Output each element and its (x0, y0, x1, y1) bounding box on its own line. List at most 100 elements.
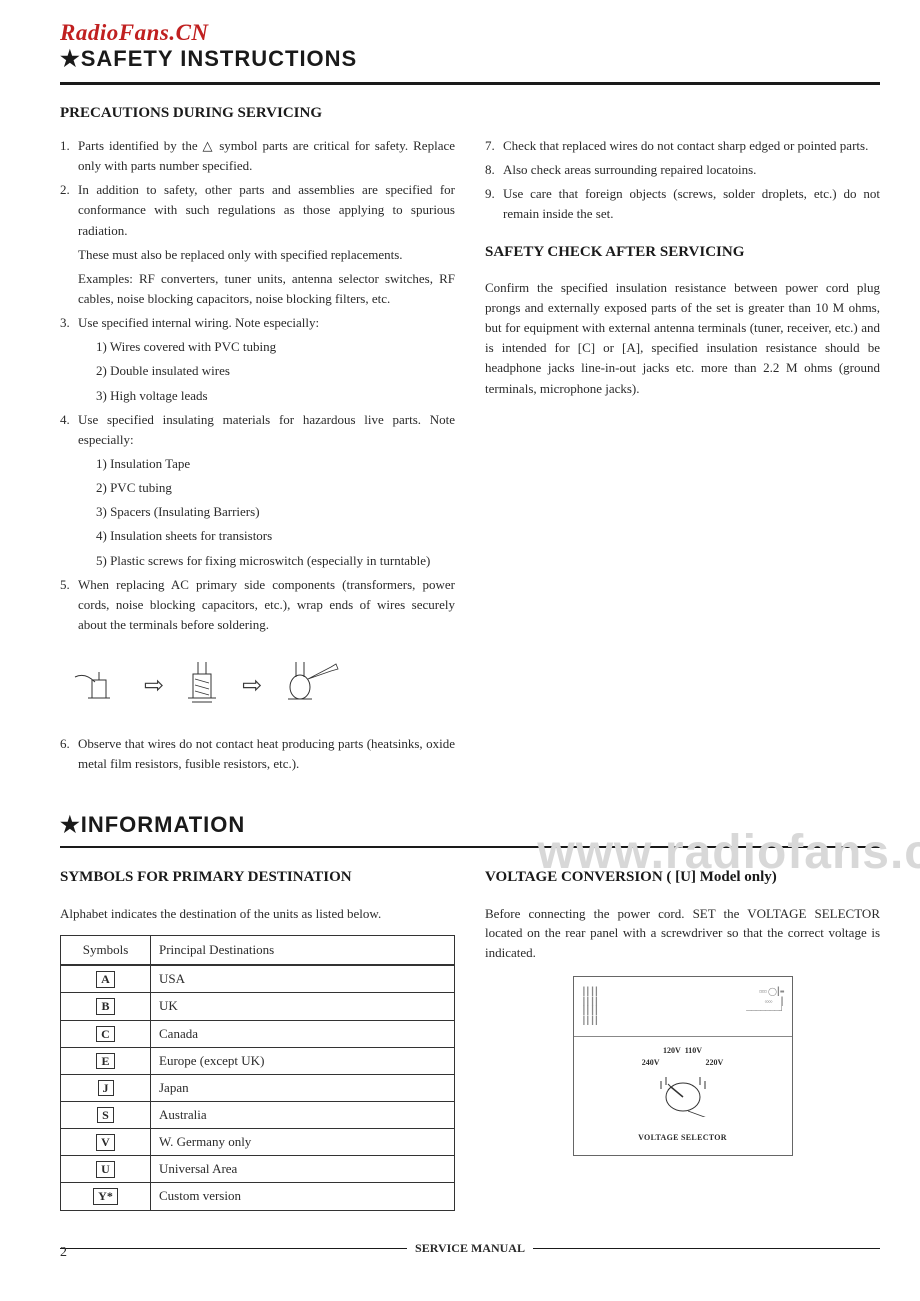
divider (60, 846, 880, 848)
page-number: 2 (60, 1245, 67, 1261)
voltage-label: 220V (706, 1057, 724, 1069)
list-item: 1) Insulation Tape (60, 454, 455, 474)
soldering-diagram: ⇨ ⇨ (60, 639, 455, 734)
voltage-label: 240V (642, 1057, 660, 1069)
precautions-columns: 1.Parts identified by the △ symbol parts… (60, 136, 880, 774)
symbols-intro: Alphabet indicates the destination of th… (60, 904, 455, 924)
symbol-box: U (96, 1161, 115, 1177)
list-item: 6. Observe that wires do not contact hea… (60, 734, 455, 774)
page-header: RadioFans.CN ★SAFETY INSTRUCTIONS (60, 20, 880, 85)
item-number: 5. (60, 575, 78, 635)
divider (60, 82, 880, 85)
symbol-cell: S (61, 1101, 151, 1128)
list-item: Examples: RF converters, tuner units, an… (60, 269, 455, 309)
list-item: 2) Double insulated wires (60, 361, 455, 381)
item-number (78, 337, 96, 357)
item-number (78, 526, 96, 546)
table-row: SAustralia (61, 1101, 455, 1128)
item-number: 2. (60, 180, 78, 240)
list-item: 4) Insulation sheets for transistors (60, 526, 455, 546)
list-item: 3) Spacers (Insulating Barriers) (60, 502, 455, 522)
item-text: Parts identified by the △ symbol parts a… (78, 136, 455, 176)
symbol-cell: U (61, 1156, 151, 1183)
table-header: Principal Destinations (151, 936, 455, 966)
item-text: Observe that wires do not contact heat p… (78, 734, 455, 774)
item-text: 1) Insulation Tape (96, 454, 455, 474)
item-text: Check that replaced wires do not contact… (503, 136, 880, 156)
item-number (78, 361, 96, 381)
symbol-box: J (98, 1080, 114, 1096)
item-number (60, 245, 78, 265)
list-item: 1.Parts identified by the △ symbol parts… (60, 136, 455, 176)
item-number (60, 269, 78, 309)
item-text: In addition to safety, other parts and a… (78, 180, 455, 240)
item-number: 3. (60, 313, 78, 333)
item-text: Examples: RF converters, tuner units, an… (78, 269, 455, 309)
footer-rule (60, 1248, 407, 1249)
information-section: ★INFORMATION SYMBOLS FOR PRIMARY DESTINA… (60, 812, 880, 1210)
item-number: 4. (60, 410, 78, 450)
item-number (78, 454, 96, 474)
list-item: 5.When replacing AC primary side compone… (60, 575, 455, 635)
symbol-cell: J (61, 1074, 151, 1101)
list-item: 9.Use care that foreign objects (screws,… (485, 184, 880, 224)
symbol-box: A (96, 971, 115, 987)
item-text: These must also be replaced only with sp… (78, 245, 455, 265)
item-text: 2) Double insulated wires (96, 361, 455, 381)
right-list: 7.Check that replaced wires do not conta… (485, 136, 880, 225)
symbol-cell: E (61, 1047, 151, 1074)
voltage-figure: ┃┃ ┃┃┃┃ ┃┃┃┃ ┃┃┃┃ ┃┃ ▫▫▫▫ ◯┃▪▪◦◦◦◦ ┃────… (573, 976, 793, 1155)
terminal-wrapped-icon (178, 659, 228, 714)
table-row: B UK (61, 993, 455, 1020)
list-item: 3.Use specified internal wiring. Note es… (60, 313, 455, 333)
list-item: 2) PVC tubing (60, 478, 455, 498)
voltage-selector-icon (658, 1073, 708, 1117)
safety-title: ★SAFETY INSTRUCTIONS (60, 46, 880, 72)
table-row: JJapan (61, 1074, 455, 1101)
symbol-box: S (97, 1107, 114, 1123)
safety-check-heading: SAFETY CHECK AFTER SERVICING (485, 241, 880, 264)
voltage-caption: VOLTAGE SELECTOR (582, 1132, 784, 1144)
symbol-box: C (96, 1026, 115, 1042)
information-title: ★INFORMATION (60, 812, 880, 838)
table-row: UUniversal Area (61, 1156, 455, 1183)
item-text: Use specified insulating materials for h… (78, 410, 455, 450)
item-number (78, 386, 96, 406)
symbol-cell: V (61, 1129, 151, 1156)
arrow-icon: ⇨ (242, 668, 262, 705)
destination-cell: W. Germany only (151, 1129, 455, 1156)
list-item: 8.Also check areas surrounding repaired … (485, 160, 880, 180)
table-row: VW. Germany only (61, 1129, 455, 1156)
item-number: 6. (60, 734, 78, 774)
precautions-heading: PRECAUTIONS DURING SERVICING (60, 105, 880, 122)
item-text: 3) High voltage leads (96, 386, 455, 406)
table-row: Y*Custom version (61, 1183, 455, 1210)
symbol-box: B (96, 998, 114, 1014)
destination-cell: UK (151, 993, 455, 1020)
voltage-intro: Before connecting the power cord. SET th… (485, 904, 880, 963)
item-text: Also check areas surrounding repaired lo… (503, 160, 880, 180)
table-row: AUSA (61, 965, 455, 993)
symbol-cell: Y* (61, 1183, 151, 1210)
safety-check-text: Confirm the specified insulation resista… (485, 278, 880, 399)
footer-rule (533, 1248, 880, 1249)
item-number (78, 502, 96, 522)
voltage-label: 120V (663, 1045, 681, 1057)
rear-panel-jacks-icon: ▫▫▫▫ ◯┃▪▪◦◦◦◦ ┃───────┘ (746, 987, 783, 1016)
right-column: 7.Check that replaced wires do not conta… (485, 136, 880, 774)
item-text: When replacing AC primary side component… (78, 575, 455, 635)
item-number: 7. (485, 136, 503, 156)
voltage-column: VOLTAGE CONVERSION ( [U] Model only) Bef… (485, 866, 880, 1210)
left-list: 1.Parts identified by the △ symbol parts… (60, 136, 455, 635)
item-text: 1) Wires covered with PVC tubing (96, 337, 455, 357)
destination-cell: Europe (except UK) (151, 1047, 455, 1074)
table-row: EEurope (except UK) (61, 1047, 455, 1074)
list-item: 1) Wires covered with PVC tubing (60, 337, 455, 357)
item-number (78, 478, 96, 498)
symbol-cell: C (61, 1020, 151, 1047)
item-text: Use specified internal wiring. Note espe… (78, 313, 455, 333)
list-item: 5) Plastic screws for fixing microswitch… (60, 551, 455, 571)
item-text: Use care that foreign objects (screws, s… (503, 184, 880, 224)
terminal-soldered-icon (276, 659, 346, 714)
list-item: 3) High voltage leads (60, 386, 455, 406)
